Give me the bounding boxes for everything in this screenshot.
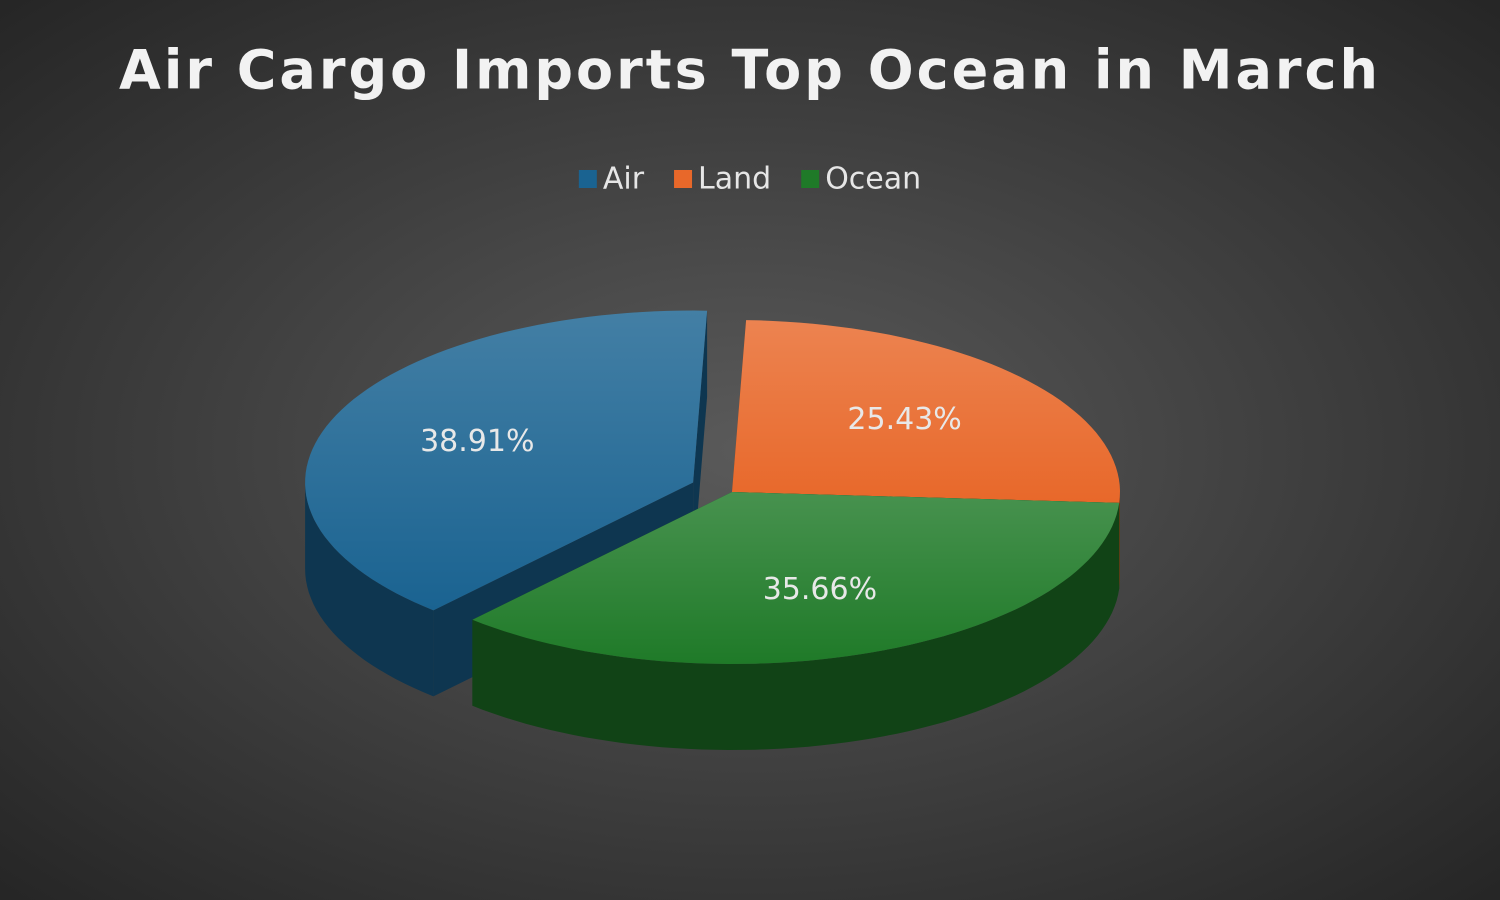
legend-swatch bbox=[578, 170, 597, 188]
data-label: 25.43% bbox=[847, 402, 961, 437]
slice-wall bbox=[305, 482, 434, 697]
slice-wall bbox=[472, 502, 1120, 750]
chart-title: Air Cargo Imports Top Ocean in March bbox=[119, 39, 1381, 102]
legend-label: Air bbox=[603, 162, 645, 197]
legend-label: Ocean bbox=[825, 162, 921, 197]
data-label: 35.66% bbox=[763, 572, 877, 607]
slice-shine bbox=[472, 492, 1120, 664]
legend-swatch bbox=[674, 170, 693, 188]
data-label: 38.91% bbox=[420, 424, 534, 459]
pie: 38.91% 25.43% 35.66% bbox=[305, 310, 1120, 750]
slice-shine bbox=[305, 310, 708, 611]
legend-label: Land bbox=[698, 162, 771, 197]
slice-wall bbox=[1119, 492, 1120, 589]
legend: Air Land Ocean bbox=[578, 162, 921, 197]
slice-side bbox=[693, 310, 708, 569]
slice-shine bbox=[732, 320, 1120, 503]
legend-swatch bbox=[801, 170, 820, 188]
